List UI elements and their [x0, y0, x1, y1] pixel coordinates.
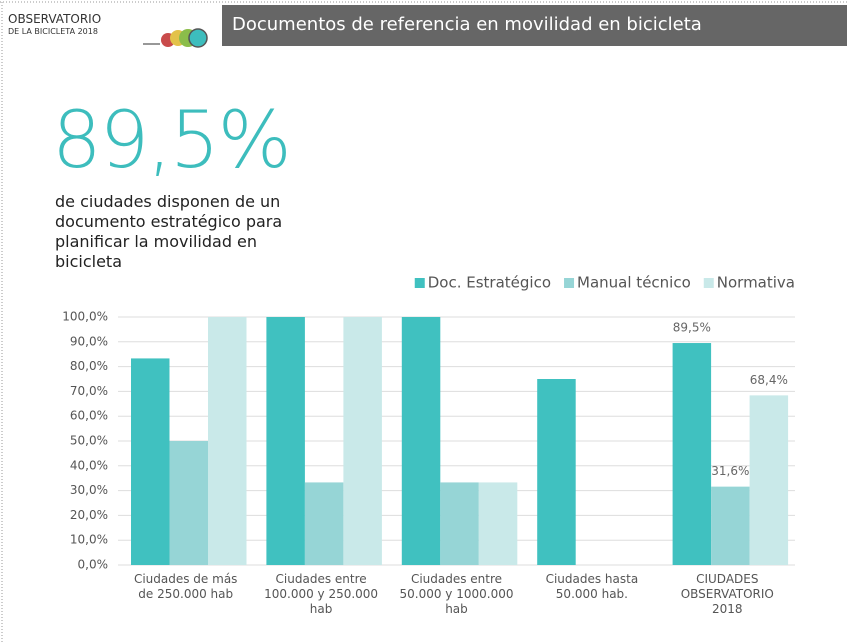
bar [749, 395, 789, 565]
y-tick-label: 100,0% [62, 310, 108, 324]
bike-icon [143, 28, 208, 48]
legend-swatch [414, 278, 425, 288]
x-tick-line: Ciudades entre [411, 572, 502, 586]
y-tick-label: 30,0% [70, 483, 108, 497]
y-tick-label: 0,0% [78, 558, 109, 572]
header-title: Documentos de referencia en movilidad en… [232, 14, 702, 35]
y-tick-label: 70,0% [70, 384, 108, 398]
icon-wheel [188, 28, 208, 48]
legend-label: Manual técnico [577, 274, 691, 292]
x-tick-label: Ciudades entre 100.000 y 250.000 hab [264, 572, 378, 616]
bar [537, 379, 576, 565]
y-tick-label: 40,0% [70, 458, 108, 472]
header-bar: Documentos de referencia en movilidad en… [222, 5, 847, 46]
y-tick-label: 10,0% [70, 533, 108, 547]
x-tick-label: Ciudades de más de 250.000 hab [134, 572, 237, 601]
bar [711, 486, 750, 565]
value-label: 89,5% [673, 321, 711, 335]
bar [131, 358, 170, 565]
legend-label: Normativa [717, 274, 795, 292]
x-tick-line: CIUDADES [696, 572, 758, 586]
value-label: 68,4% [750, 373, 788, 387]
bar [478, 482, 518, 565]
x-tick-line: 50.000 y 1000.000 [400, 587, 514, 601]
bar [169, 441, 208, 565]
x-tick-line: Ciudades de más [134, 572, 237, 586]
y-tick-label: 80,0% [70, 359, 108, 373]
y-tick-label: 60,0% [70, 409, 108, 423]
bar [440, 482, 479, 565]
x-tick-label: Ciudades hasta 50.000 hab. [546, 572, 639, 601]
x-tick-line: 50.000 hab. [556, 587, 628, 601]
value-label: 31,6% [711, 464, 749, 478]
bar [343, 317, 382, 565]
legend-swatch [564, 278, 575, 288]
bar [266, 317, 305, 565]
x-tick-line: OBSERVATORIO [681, 587, 774, 601]
x-tick-label: Ciudades entre 50.000 y 1000.000 hab [400, 572, 514, 616]
y-tick-label: 90,0% [70, 334, 108, 348]
legend-label: Doc. Estratégico [428, 274, 551, 292]
highlight-caption: de ciudades disponen de un documento est… [55, 192, 283, 271]
x-tick-line: hab [445, 602, 468, 616]
logo-text: OBSERVATORIO [8, 12, 102, 26]
x-tick-line: Ciudades entre [276, 572, 367, 586]
x-tick-label: CIUDADES OBSERVATORIO 2018 [681, 572, 774, 616]
x-tick-line: hab [310, 602, 333, 616]
bar [672, 343, 712, 565]
bar [304, 482, 344, 565]
x-tick-line: 100.000 y 250.000 [264, 587, 378, 601]
y-tick-label: 50,0% [70, 434, 108, 448]
x-tick-line: de 250.000 hab [138, 587, 233, 601]
bar [401, 317, 441, 565]
y-tick-label: 20,0% [70, 508, 108, 522]
highlight-figure: 89,5% [52, 96, 292, 186]
bar [208, 317, 247, 565]
x-tick-line: 2018 [712, 602, 743, 616]
x-tick-line: Ciudades hasta [546, 572, 639, 586]
logo-subtext: DE LA BICICLETA 2018 [8, 27, 98, 36]
legend-swatch [703, 278, 714, 288]
